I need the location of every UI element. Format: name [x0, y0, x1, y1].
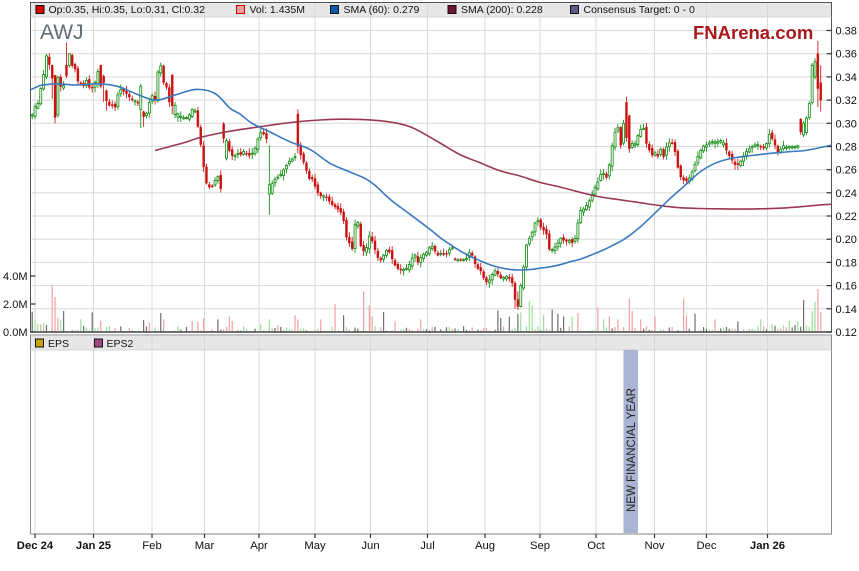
svg-text:Oct: Oct	[587, 540, 605, 552]
svg-text:EPS: EPS	[48, 338, 69, 350]
svg-text:0.18: 0.18	[836, 257, 857, 269]
svg-text:FNArena.com: FNArena.com	[693, 22, 813, 43]
svg-text:0.0M: 0.0M	[3, 327, 27, 339]
svg-text:NEW FINANCIAL YEAR: NEW FINANCIAL YEAR	[626, 388, 638, 512]
svg-text:Aug: Aug	[475, 540, 495, 552]
svg-text:0.28: 0.28	[836, 142, 857, 154]
svg-text:EPS2: EPS2	[107, 338, 134, 350]
svg-text:0.30: 0.30	[836, 118, 857, 130]
svg-text:Dec: Dec	[696, 540, 716, 552]
svg-text:0.24: 0.24	[836, 188, 857, 200]
svg-text:Sep: Sep	[530, 540, 550, 552]
svg-text:SMA (200): 0.228: SMA (200): 0.228	[461, 4, 543, 16]
svg-text:0.22: 0.22	[836, 211, 857, 223]
svg-text:4.0M: 4.0M	[3, 271, 27, 283]
svg-text:0.34: 0.34	[836, 72, 857, 84]
svg-text:Feb: Feb	[142, 540, 161, 552]
svg-text:0.12: 0.12	[836, 327, 857, 339]
svg-text:0.16: 0.16	[836, 281, 857, 293]
svg-text:0.14: 0.14	[836, 304, 857, 316]
svg-text:AWJ: AWJ	[40, 21, 84, 44]
svg-text:May: May	[304, 540, 326, 552]
svg-text:Jan 25: Jan 25	[76, 540, 111, 552]
svg-text:Nov: Nov	[644, 540, 664, 552]
svg-text:Jul: Jul	[420, 540, 434, 552]
svg-text:0.26: 0.26	[836, 165, 857, 177]
svg-text:Dec 24: Dec 24	[17, 540, 54, 552]
svg-text:2.0M: 2.0M	[3, 299, 27, 311]
svg-text:Vol: 1.435M: Vol: 1.435M	[250, 4, 305, 16]
svg-text:0.38: 0.38	[836, 26, 857, 38]
svg-text:Op:0.35, Hi:0.35, Lo:0.31, Cl:: Op:0.35, Hi:0.35, Lo:0.31, Cl:0.32	[49, 4, 206, 16]
svg-text:Apr: Apr	[250, 540, 268, 552]
svg-text:0.32: 0.32	[836, 95, 857, 107]
svg-text:0.36: 0.36	[836, 49, 857, 61]
svg-text:Jun: Jun	[361, 540, 379, 552]
svg-text:Mar: Mar	[195, 540, 215, 552]
svg-text:0.20: 0.20	[836, 234, 857, 246]
svg-text:Jan 26: Jan 26	[750, 540, 785, 552]
svg-text:Consensus Target: 0 - 0: Consensus Target: 0 - 0	[584, 4, 695, 16]
svg-text:SMA (60): 0.279: SMA (60): 0.279	[344, 4, 420, 16]
